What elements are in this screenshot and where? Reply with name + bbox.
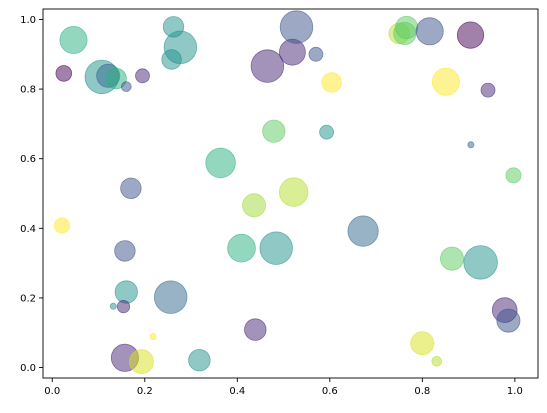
scatter-point-23: [319, 124, 335, 140]
scatter-point-13: [279, 10, 314, 44]
scatter-points: [54, 10, 522, 375]
y-tick-label-1: 0.2: [20, 293, 36, 304]
x-tick-label-4: 0.8: [414, 386, 430, 397]
scatter-point-41: [116, 299, 131, 314]
scatter-point-10: [163, 30, 198, 64]
x-tick-label-2: 0.4: [229, 386, 245, 397]
scatter-point-22: [480, 82, 496, 98]
scatter-point-37: [463, 245, 498, 280]
scatter-point-7: [135, 68, 150, 84]
scatter-point-43: [496, 308, 521, 333]
scatter-point-34: [347, 215, 379, 247]
scatter-point-26: [262, 119, 286, 143]
scatter-point-19: [415, 17, 444, 46]
x-tick-label-0: 0.0: [44, 386, 60, 397]
scatter-point-33: [259, 231, 293, 265]
scatter-point-18: [394, 15, 419, 40]
scatter-point-31: [279, 177, 309, 207]
scatter-point-29: [54, 217, 71, 234]
scatter-point-21: [431, 67, 460, 96]
plot-frame: [42, 8, 539, 379]
scatter-point-46: [410, 331, 435, 356]
scatter-point-32: [227, 233, 256, 263]
scatter-point-24: [467, 141, 475, 149]
scatter-point-28: [120, 177, 142, 200]
scatter-point-48: [129, 349, 154, 375]
scatter-point-20: [456, 21, 485, 49]
scatter-point-1: [59, 25, 88, 55]
x-tick-label-3: 0.6: [322, 386, 338, 397]
scatter-point-45: [149, 333, 157, 341]
x-tick-label-1: 0.2: [137, 386, 153, 397]
y-tick-label-5: 1.0: [20, 15, 36, 26]
scatter-point-27: [205, 147, 236, 179]
scatter-point-36: [439, 246, 464, 271]
y-tick-label-3: 0.6: [20, 154, 36, 165]
axes: 0.0 0.2 0.4 0.6 0.8 1.0 0.0 0.2 0.4 0.6 0.8 1.0: [20, 8, 539, 397]
scatter-point-50: [431, 355, 443, 367]
scatter-point-5: [105, 67, 127, 90]
scatter-point-14: [308, 46, 324, 62]
scatter-point-30: [241, 193, 266, 218]
scatter-point-44: [244, 318, 267, 341]
scatter-point-49: [188, 349, 211, 372]
scatter-point-40: [109, 302, 117, 310]
scatter-point-6: [121, 81, 132, 92]
scatter-point-39: [153, 280, 188, 314]
scatter-point-2: [55, 65, 73, 82]
x-tick-label-5: 1.0: [507, 386, 523, 397]
scatter-point-38: [114, 280, 138, 304]
y-tick-label-0: 0.0: [20, 363, 36, 374]
scatter-point-11: [250, 49, 285, 83]
scatter-point-15: [321, 72, 342, 93]
y-tick-label-2: 0.4: [20, 224, 36, 235]
scatter-point-25: [505, 167, 522, 184]
scatter-point-35: [114, 240, 136, 262]
y-tick-label-4: 0.8: [20, 85, 36, 96]
